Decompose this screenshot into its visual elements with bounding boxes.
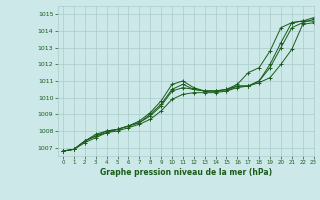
X-axis label: Graphe pression niveau de la mer (hPa): Graphe pression niveau de la mer (hPa): [100, 168, 272, 177]
